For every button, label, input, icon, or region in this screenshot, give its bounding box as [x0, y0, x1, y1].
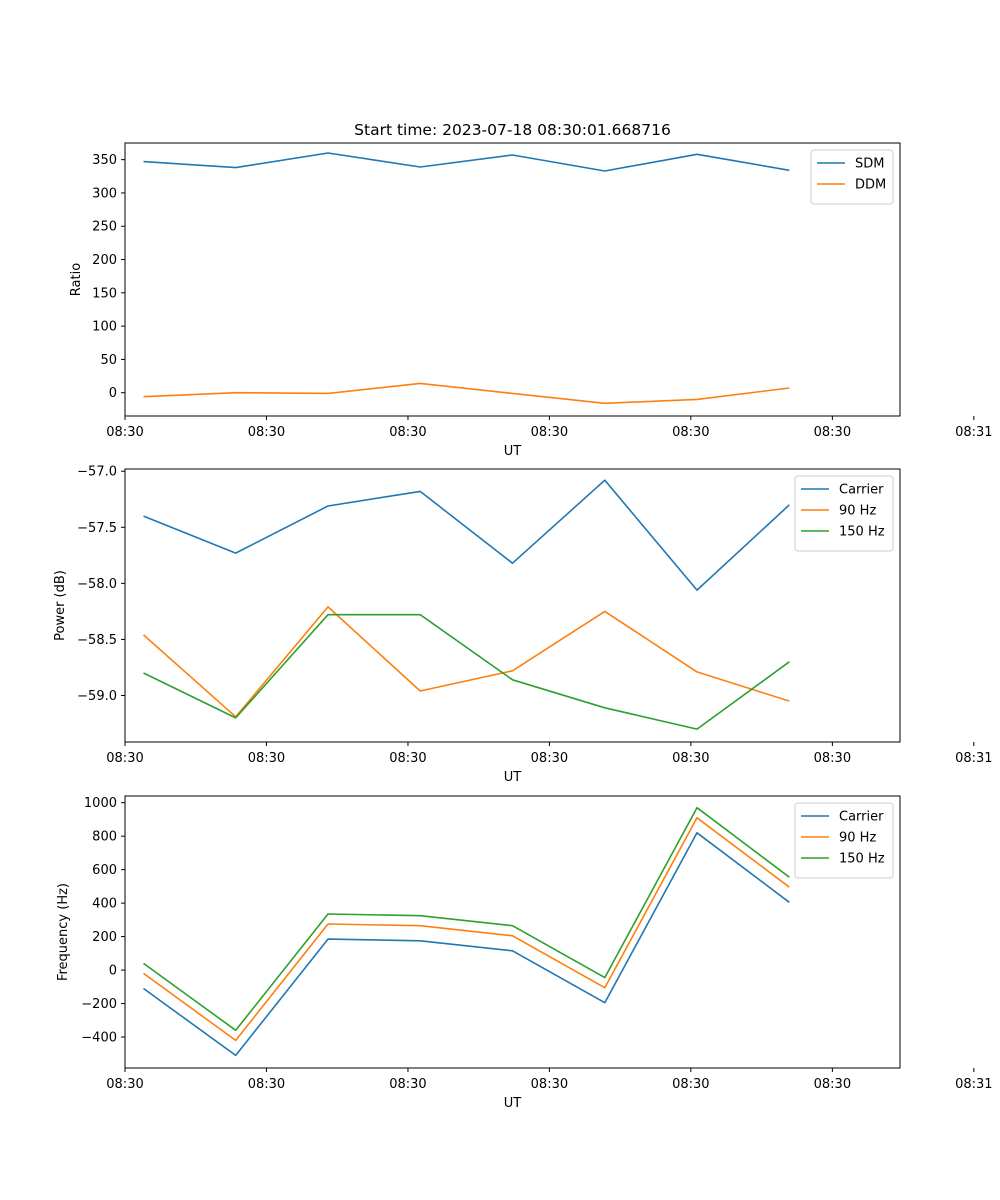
- y-tick-label: −59.0: [77, 689, 117, 704]
- y-tick-label: 100: [92, 320, 117, 335]
- subplot-3: −400 −200 0 200 400 600 800 1000 08:30 08:30 08:30…: [56, 795, 993, 1111]
- y-tick-label: 350: [92, 153, 117, 168]
- y-axis-label: Frequency (Hz): [56, 883, 71, 981]
- legend: Carrier 90 Hz 150 Hz: [794, 802, 894, 879]
- y-axis-label: Power (dB): [53, 570, 68, 641]
- x-tick-label: 08:30: [814, 1077, 851, 1092]
- y-tick-label: 200: [92, 253, 117, 268]
- legend-label: 90 Hz: [839, 504, 876, 519]
- y-tick-label: 800: [92, 830, 117, 845]
- series-line-sdm: [143, 152, 790, 172]
- legend-label: 90 Hz: [839, 831, 876, 846]
- series-line-150-hz: [143, 613, 790, 730]
- axes-frame: [124, 795, 901, 1069]
- series-line-ddm: [143, 382, 790, 405]
- series-line-90-hz: [143, 816, 790, 1042]
- y-tick-label: 0: [109, 386, 117, 401]
- y-tick-label: 0: [109, 964, 117, 979]
- y-tick-label: −58.5: [77, 633, 117, 648]
- y-tick-label: −400: [81, 1031, 117, 1046]
- legend-label: Carrier: [839, 483, 884, 498]
- x-tick-label: 08:30: [389, 425, 426, 440]
- y-tick-label: 600: [92, 863, 117, 878]
- series-line-carrier: [143, 479, 790, 591]
- y-axis-label: Ratio: [69, 263, 84, 296]
- legend-box: [794, 802, 894, 879]
- x-tick-label: 08:30: [531, 425, 568, 440]
- x-tick-label: 08:31: [955, 1077, 992, 1092]
- x-tick-label: 08:30: [814, 751, 851, 766]
- series-line-90-hz: [142, 606, 790, 718]
- x-tick-label: 08:30: [248, 425, 285, 440]
- x-tick-label: 08:30: [389, 751, 426, 766]
- y-tick-label: −57.5: [77, 521, 117, 536]
- y-tick-label: 150: [92, 286, 117, 301]
- legend: SDM DDM: [810, 149, 894, 205]
- y-tick-label: 50: [100, 353, 117, 368]
- x-tick-label: 08:30: [106, 751, 143, 766]
- x-axis-label: UT: [504, 1096, 522, 1111]
- axes-frame: [124, 142, 901, 417]
- x-tick-label: 08:30: [814, 425, 851, 440]
- x-tick-label: 08:30: [531, 751, 568, 766]
- legend-label: 150 Hz: [839, 852, 885, 867]
- y-tick-label: −200: [81, 997, 117, 1012]
- x-tick-label: 08:30: [672, 751, 709, 766]
- x-tick-label: 08:31: [955, 751, 992, 766]
- legend: Carrier 90 Hz 150 Hz: [794, 475, 894, 552]
- x-tick-label: 08:30: [248, 1077, 285, 1092]
- legend-label: Carrier: [839, 810, 884, 825]
- x-tick-label: 08:30: [106, 425, 143, 440]
- x-tick-label: 08:30: [672, 1077, 709, 1092]
- y-tick-label: 300: [92, 186, 117, 201]
- y-tick-label: 1000: [84, 796, 117, 811]
- x-tick-label: 08:30: [248, 751, 285, 766]
- series-line-carrier: [143, 831, 790, 1057]
- subplot-2: −59.0 −58.5 −58.0 −57.5 −57.0 08:30 08:30 08:30…: [53, 465, 993, 785]
- x-tick-label: 08:30: [389, 1077, 426, 1092]
- y-tick-label: −58.0: [77, 577, 117, 592]
- axes-frame: [124, 468, 901, 743]
- x-tick-label: 08:30: [672, 425, 709, 440]
- series-line-150-hz: [143, 806, 790, 1032]
- x-axis-label: UT: [504, 444, 522, 459]
- y-tick-label: 250: [92, 220, 117, 235]
- x-axis-label: UT: [504, 770, 522, 785]
- y-tick-label: 400: [92, 897, 117, 912]
- legend-box: [794, 475, 894, 552]
- x-tick-label: 08:30: [531, 1077, 568, 1092]
- subplot-1: Start time: 2023-07-18 08:30:01.668716 0 5…: [69, 121, 993, 459]
- x-tick-label: 08:31: [955, 425, 992, 440]
- y-tick-label: −57.0: [77, 465, 117, 480]
- y-tick-label: 200: [92, 930, 117, 945]
- chart-title: Start time: 2023-07-18 08:30:01.668716: [354, 121, 671, 139]
- legend-label: SDM: [855, 157, 884, 172]
- x-tick-label: 08:30: [106, 1077, 143, 1092]
- legend-label: DDM: [855, 178, 886, 193]
- legend-label: 150 Hz: [839, 525, 885, 540]
